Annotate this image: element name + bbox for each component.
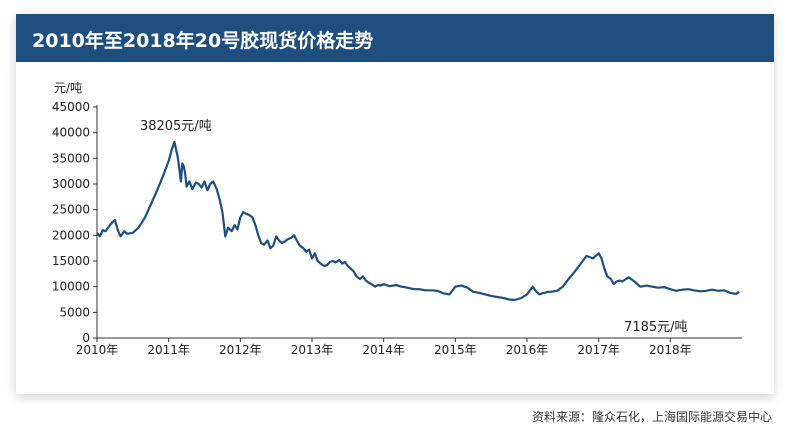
x-tick-label: 2016年 [506, 343, 549, 357]
x-tick-label: 2015年 [434, 343, 477, 357]
price-chart: 元/吨 0 5000 10000 15000 20000 25000 30000 35000 40… [52, 81, 742, 357]
y-tick-label: 10000 [52, 280, 90, 294]
chart-card: 2010年至2018年20号胶现货价格走势 元/吨 0 5000 10000 15000… [16, 14, 774, 394]
source-note: 资料来源：隆众石化，上海国际能源交易中心 [531, 410, 772, 424]
x-tick-label: 2014年 [362, 343, 405, 357]
x-tick-label: 2013年 [291, 343, 334, 357]
x-tick-label: 2011年 [147, 343, 190, 357]
y-tick-label: 20000 [52, 228, 90, 242]
y-axis-unit-label: 元/吨 [54, 81, 82, 95]
latest-annotation: 7185元/吨 [624, 320, 687, 335]
peak-annotation: 38205元/吨 [140, 119, 212, 134]
title-bar: 2010年至2018年20号胶现货价格走势 [16, 14, 774, 62]
x-tick-label: 2010年 [76, 343, 119, 357]
x-tick-label: 2017年 [577, 343, 620, 357]
y-tick-label: 30000 [52, 177, 90, 191]
y-tick-label: 5000 [59, 305, 90, 319]
y-tick-label: 40000 [52, 126, 90, 140]
x-tick-label: 2012年 [219, 343, 262, 357]
y-tick-label: 25000 [52, 203, 90, 217]
y-tick-label: 15000 [52, 254, 90, 268]
y-tick-label: 35000 [52, 151, 90, 165]
chart-title: 2010年至2018年20号胶现货价格走势 [32, 30, 374, 52]
y-tick-label: 0 [82, 331, 90, 345]
y-tick-label: 45000 [52, 100, 90, 114]
price-line [96, 140, 740, 302]
x-tick-label: 2018年 [649, 343, 692, 357]
